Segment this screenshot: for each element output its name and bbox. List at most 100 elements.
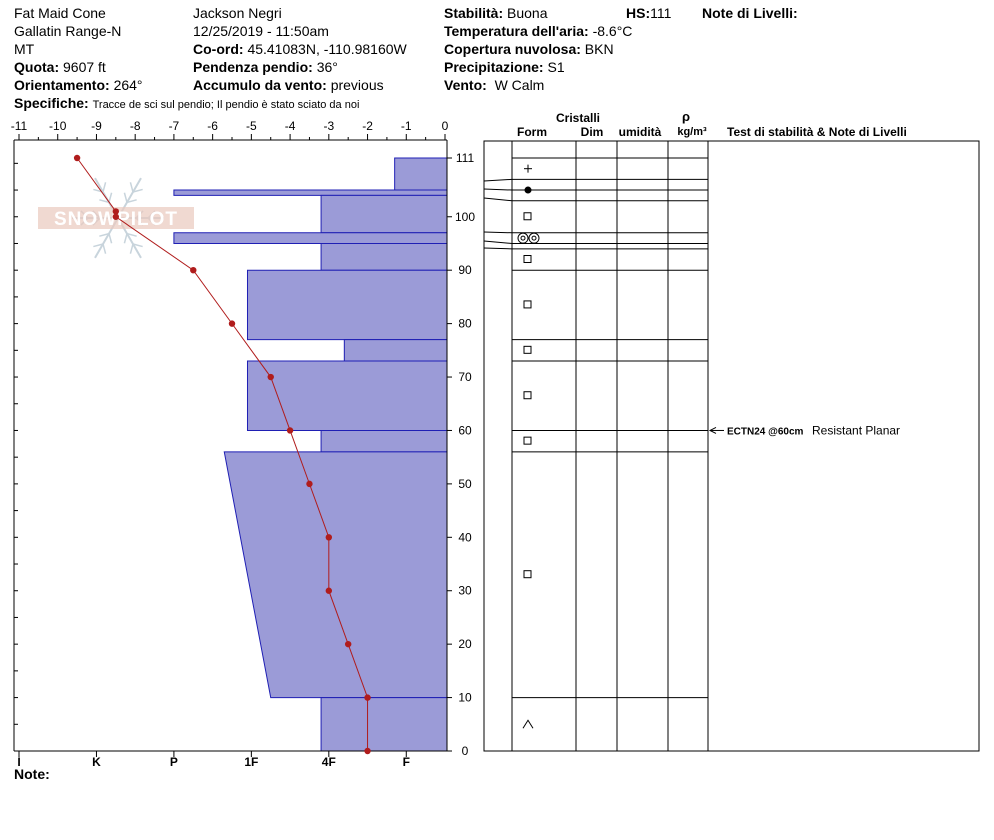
snowflake-branch bbox=[102, 243, 107, 254]
height-tick-label: 100 bbox=[455, 210, 475, 224]
layer-table: Cristalli Form Dim umidità ρ kg/m³ Test di sta… bbox=[483, 109, 980, 752]
notes-label: Note: bbox=[14, 766, 50, 782]
specifics-label: Specifiche: bbox=[14, 95, 89, 111]
wind-load: Accumulo da vento: previous bbox=[193, 77, 384, 93]
coordinates: Co-ord: 45.41083N, -110.98160W bbox=[193, 41, 407, 57]
stability-label: Stabilità: bbox=[444, 5, 504, 21]
layer-table-frame bbox=[483, 140, 980, 752]
state: MT bbox=[14, 41, 35, 57]
layer-notes-label: Note di Livelli: bbox=[702, 5, 798, 21]
elevation: Quota: 9607 ft bbox=[14, 59, 106, 75]
temperature-point bbox=[286, 427, 294, 434]
crystal-form-caret-icon bbox=[522, 719, 534, 729]
crystal-form-square-icon bbox=[523, 570, 532, 579]
crystal-form-square-icon bbox=[523, 345, 532, 354]
hs-value: 111 bbox=[650, 5, 672, 21]
cloud-cover: Copertura nuvolosa: BKN bbox=[444, 41, 614, 57]
hardness-layer bbox=[320, 194, 448, 234]
header-crystals: Cristalli bbox=[556, 111, 600, 125]
coord-value: 45.41083N, -110.98160W bbox=[247, 41, 407, 57]
hardness-layer bbox=[320, 429, 448, 453]
temp-tick-label: -5 bbox=[246, 119, 257, 133]
air-temperature: Temperatura dell'aria: -8.6°C bbox=[444, 23, 632, 39]
temp-tick-label: -3 bbox=[323, 119, 334, 133]
height-tick-label: 80 bbox=[458, 317, 472, 331]
height-tick-label: 10 bbox=[458, 691, 472, 705]
wind-load-label: Accumulo da vento: bbox=[193, 77, 327, 93]
layer-connector bbox=[483, 197, 513, 202]
precipitation: Precipitazione: S1 bbox=[444, 59, 565, 75]
temperature-point bbox=[190, 266, 197, 274]
coord-label: Co-ord: bbox=[193, 41, 244, 57]
snowflake-branch bbox=[126, 232, 137, 237]
hardness-tick-label: K bbox=[92, 755, 101, 769]
hs-label: HS: bbox=[626, 5, 651, 21]
observer: Jackson Negri bbox=[193, 5, 282, 21]
height-tick-label: 60 bbox=[458, 423, 472, 437]
temperature-point bbox=[112, 213, 120, 220]
height-tick-label: 20 bbox=[458, 637, 472, 651]
temperature-point bbox=[364, 694, 371, 701]
slope-label: Pendenza pendio: bbox=[193, 59, 313, 75]
hardness-tick-label: 4F bbox=[322, 755, 336, 769]
cloud-value: BKN bbox=[584, 41, 614, 57]
crystal-form-ring-icon bbox=[528, 232, 540, 244]
header-size: Dim bbox=[581, 125, 604, 139]
temperature-point bbox=[306, 480, 313, 488]
hardness-tick-label: I bbox=[17, 755, 20, 769]
air-temp-label: Temperatura dell'aria: bbox=[444, 23, 589, 39]
datetime: 12/25/2019 - 11:50am bbox=[193, 23, 329, 39]
temp-tick-label: -1 bbox=[401, 119, 412, 133]
snowflake-branch bbox=[108, 192, 113, 203]
height-tick-label: 30 bbox=[458, 584, 472, 598]
hardness-tick-label: 1F bbox=[244, 755, 258, 769]
hardness-layer bbox=[343, 339, 448, 362]
temp-tick-label: -2 bbox=[362, 119, 373, 133]
temp-tick-label: -4 bbox=[285, 119, 296, 133]
temperature-point bbox=[344, 640, 352, 648]
elevation-value: 9607 ft bbox=[63, 59, 106, 75]
slope-value: 36° bbox=[316, 59, 338, 75]
snowflake-branch bbox=[123, 192, 128, 203]
temperature-point bbox=[73, 154, 81, 162]
wind-value: W Calm bbox=[494, 77, 545, 93]
height-tick-label: 0 bbox=[462, 744, 469, 758]
snow-height: HS:111 bbox=[626, 5, 671, 21]
elevation-label: Quota: bbox=[14, 59, 60, 75]
crystal-form-ring-icon bbox=[520, 235, 526, 241]
temp-tick-label: -7 bbox=[169, 119, 180, 133]
crystal-form-square-icon bbox=[523, 436, 532, 445]
layer-connector bbox=[483, 178, 513, 182]
temp-tick-label: -10 bbox=[49, 119, 67, 133]
location: Fat Maid Cone bbox=[14, 5, 106, 21]
hardness-layer bbox=[173, 232, 448, 244]
wind: Vento: W Calm bbox=[444, 77, 544, 93]
wind-load-value: previous bbox=[330, 77, 384, 93]
precip-label: Precipitazione: bbox=[444, 59, 544, 75]
snowflake-branch bbox=[126, 199, 137, 204]
temp-tick-label: -11 bbox=[11, 119, 28, 133]
slope: Pendenza pendio: 36° bbox=[193, 59, 338, 75]
aspect-label: Orientamento: bbox=[14, 77, 110, 93]
crystal-form-square-icon bbox=[523, 300, 532, 309]
hardness-profile bbox=[173, 157, 448, 752]
temperature-point bbox=[364, 747, 371, 755]
aspect: Orientamento: 264° bbox=[14, 77, 143, 93]
hardness-tick-label: P bbox=[170, 755, 178, 769]
temperature-point bbox=[267, 373, 274, 381]
snowflake-branch bbox=[102, 182, 107, 193]
height-tick-label: 40 bbox=[458, 530, 472, 544]
layer-connector bbox=[483, 240, 513, 244]
hardness-layer bbox=[320, 242, 448, 271]
snowflake-branch bbox=[99, 199, 110, 204]
layer-connector bbox=[483, 188, 513, 191]
temperature-point bbox=[228, 320, 236, 327]
height-tick-label: 50 bbox=[458, 477, 472, 491]
wind-label: Vento: bbox=[444, 77, 487, 93]
temperature-point bbox=[112, 208, 120, 215]
snowflake-branch bbox=[129, 243, 134, 254]
crystal-form-square-icon bbox=[523, 255, 532, 264]
snowflake-branch bbox=[93, 243, 104, 248]
stability-value: Buona bbox=[507, 5, 548, 21]
